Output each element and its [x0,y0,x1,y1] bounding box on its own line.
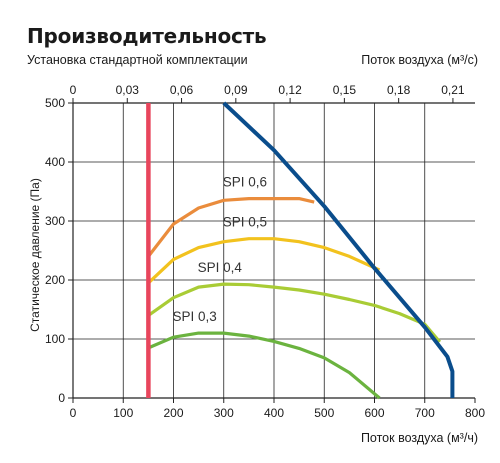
y-tick-label: 300 [45,214,65,228]
x2-tick-label: 0,03 [116,83,140,97]
series-line-03 [147,331,381,400]
series-labels: SPI 0,6 SPI 0,5 SPI 0,4 SPI 0,3 [172,175,267,325]
x2-tick-label: 0,15 [333,83,357,97]
x2-tick-label: 0 [70,83,77,97]
series-label: SPI 0,4 [198,260,243,275]
top-axis-label: Поток воздуха (м³/с) [361,53,478,67]
max-flow-line [222,101,455,398]
chart-subtitle: Установка стандартной комплектации [27,53,248,67]
x-tick-label: 200 [163,406,183,420]
y-tick-label: 0 [58,391,65,405]
axes: 0 100 200 300 400 500 600 700 800 0 100 200 300 400 50… [45,83,485,420]
y-tick-label: 400 [45,155,65,169]
y-tick-label: 100 [45,332,65,346]
x-tick-label: 500 [314,406,334,420]
y-tick-label: 500 [45,96,65,110]
x-tick-label: 800 [465,406,485,420]
x-tick-label: 700 [415,406,435,420]
series-label: SPI 0,5 [223,215,267,230]
series-lines [146,101,455,400]
x2-tick-label: 0,12 [278,83,302,97]
chart-title: Производительность [27,24,267,48]
x-tick-label: 300 [214,406,234,420]
x-tick-label: 100 [113,406,133,420]
series-line-06 [147,197,315,258]
x2-tick-label: 0,21 [441,83,465,97]
series-line-04 [147,282,442,343]
x2-tick-label: 0,09 [224,83,248,97]
series-label: SPI 0,6 [223,175,267,190]
x-tick-label: 0 [70,406,77,420]
x-tick-label: 600 [364,406,384,420]
x-tick-label: 400 [264,406,284,420]
grid [73,102,475,398]
series-label: SPI 0,3 [172,309,216,324]
x-axis-label: Поток воздуха (м³/ч) [360,431,478,445]
x2-tick-label: 0,06 [170,83,194,97]
y-tick-label: 200 [45,273,65,287]
x2-tick-label: 0,18 [387,83,411,97]
series-line-05 [147,237,381,285]
